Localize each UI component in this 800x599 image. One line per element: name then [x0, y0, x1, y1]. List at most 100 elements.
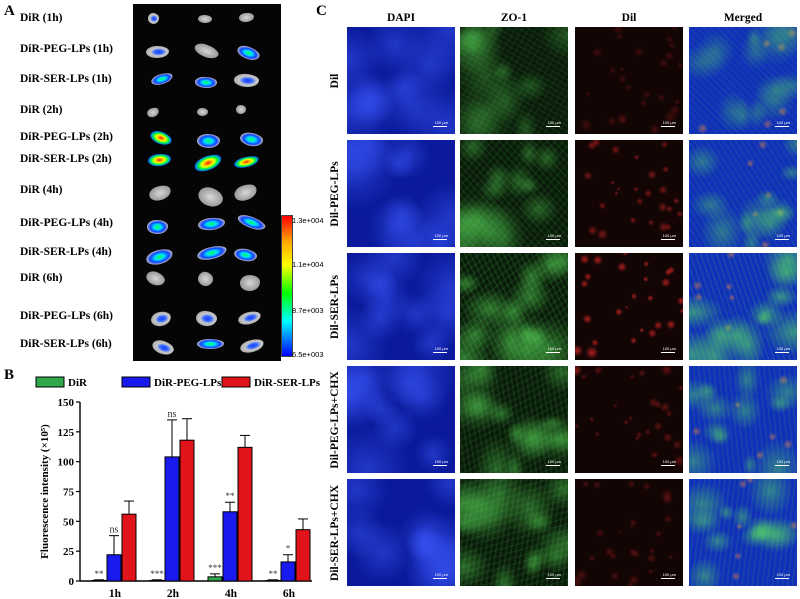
x-tick-label: 4h — [225, 588, 238, 599]
column-header: ZO-1 — [500, 12, 528, 24]
significance-label: ** — [95, 569, 105, 579]
scale-bar — [546, 239, 560, 240]
imaging-row-label: DiR-SER-LPs (6h) — [20, 338, 112, 350]
column-header: Merged — [723, 12, 763, 24]
scale-bar-label: 100 µm — [776, 233, 790, 238]
scale-bar — [775, 126, 789, 127]
organ-image — [146, 11, 160, 25]
row-label: Dil-SER-LPs+CHX — [329, 484, 341, 581]
panel-c-letter: C — [316, 3, 327, 19]
organ-image — [192, 41, 220, 62]
scale-bar-label: 100 µm — [547, 572, 561, 577]
organ-image — [147, 219, 169, 234]
scale-bar — [775, 578, 789, 579]
organ-image — [196, 338, 224, 349]
bar — [222, 511, 238, 582]
imaging-row-label: DiR-PEG-LPs (2h) — [20, 131, 113, 143]
organ-image — [196, 107, 209, 117]
colorbar-min-label: 6.5e+003 — [292, 350, 324, 359]
scale-bar-label: 100 µm — [662, 120, 676, 125]
scale-bar-label: 100 µm — [434, 120, 448, 125]
scale-bar — [546, 465, 560, 466]
significance-label: ** — [226, 491, 236, 501]
scale-bar — [661, 578, 675, 579]
dapi-image: 100 µm — [347, 366, 455, 473]
row-label: Dil-PEG-LPs+CHX — [329, 370, 341, 469]
y-tick-label: 50 — [63, 516, 75, 528]
imaging-row-label: DiR-SER-LPs (1h) — [20, 73, 112, 85]
scale-bar — [433, 239, 447, 240]
scale-bar — [433, 465, 447, 466]
organ-image — [149, 309, 173, 328]
significance-label: ** — [269, 569, 279, 579]
dapi-image: 100 µm — [347, 140, 455, 247]
imaging-row-label: DiR (1h) — [20, 12, 63, 24]
imaging-row-label: DiR (4h) — [20, 184, 63, 196]
legend-label: DiR-SER-LPs — [254, 377, 321, 389]
dil-image: 100 µm — [575, 140, 683, 247]
bar — [265, 579, 281, 582]
zo1-image: 100 µm — [460, 253, 568, 360]
organ-image — [195, 310, 218, 328]
row-label: Dil — [329, 73, 341, 88]
organ-image — [149, 71, 175, 88]
bar — [179, 439, 195, 582]
legend-label: DiR — [68, 377, 88, 389]
bar — [91, 579, 107, 582]
column-header: DAPI — [386, 12, 416, 24]
imaging-row-label: DiR-PEG-LPs (4h) — [20, 217, 113, 229]
organ-image — [236, 43, 262, 62]
legend-label: DiR-PEG-LPs — [154, 377, 222, 389]
scale-bar-label: 100 µm — [547, 346, 561, 351]
colorbar-tick-label: 8.7e+003 — [292, 306, 324, 315]
zo1-image: 100 µm — [460, 27, 568, 134]
bar — [280, 561, 296, 582]
organ-image — [238, 12, 254, 24]
organ-image — [192, 151, 224, 175]
organ-image — [234, 73, 260, 88]
organ-image — [235, 212, 267, 233]
y-axis-label: Fluorescence intensity (×10⁵) — [39, 424, 51, 559]
dapi-image: 100 µm — [347, 479, 455, 586]
scale-bar — [775, 239, 789, 240]
organ-image — [196, 133, 220, 148]
y-tick-label: 25 — [63, 546, 75, 558]
merged-image: 100 µm — [689, 479, 797, 586]
scale-bar-label: 100 µm — [662, 346, 676, 351]
organ-image — [237, 308, 263, 327]
scale-bar — [775, 465, 789, 466]
y-tick-label: 150 — [58, 397, 75, 409]
scale-bar-label: 100 µm — [434, 572, 448, 577]
colorbar: 1.3e+004 1.1e+004 8.7e+003 6.5e+003 — [281, 213, 324, 359]
scale-bar — [661, 239, 675, 240]
organ-image — [146, 45, 170, 58]
merged-image: 100 µm — [689, 366, 797, 473]
scale-bar-label: 100 µm — [662, 459, 676, 464]
dil-image: 100 µm — [575, 253, 683, 360]
organ-image — [235, 105, 247, 115]
column-header: Dil — [621, 12, 637, 24]
scale-bar — [661, 126, 675, 127]
organ-image — [147, 153, 172, 168]
organ-image — [144, 246, 175, 267]
organ-image — [194, 76, 217, 88]
significance-label: *** — [150, 569, 164, 579]
significance-label: *** — [208, 563, 222, 573]
organ-image — [147, 183, 173, 204]
organ-image — [150, 337, 176, 357]
imaging-row-label: DiR-SER-LPs (2h) — [20, 153, 112, 165]
imaging-row-label: DiR-SER-LPs (4h) — [20, 246, 112, 258]
scale-bar-label: 100 µm — [547, 459, 561, 464]
organ-image — [196, 243, 228, 263]
x-tick-label: 6h — [283, 588, 296, 599]
bar — [121, 513, 137, 582]
scale-bar-label: 100 µm — [662, 233, 676, 238]
organ-image — [238, 336, 265, 356]
scale-bar-label: 100 µm — [547, 120, 561, 125]
merged-image: 100 µm — [689, 27, 797, 134]
scale-bar-label: 100 µm — [776, 346, 790, 351]
scale-bar-label: 100 µm — [434, 233, 448, 238]
scale-bar-label: 100 µm — [434, 459, 448, 464]
imaging-row-label: DiR-PEG-LPs (1h) — [20, 43, 113, 55]
organ-image — [145, 105, 161, 119]
